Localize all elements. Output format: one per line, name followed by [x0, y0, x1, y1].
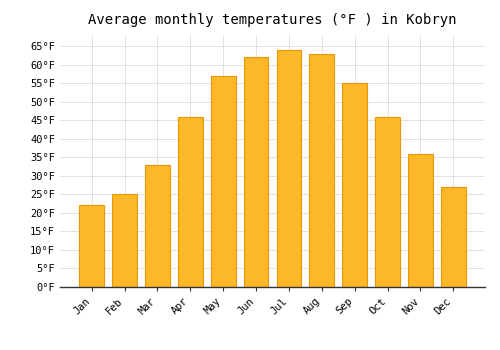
Bar: [441, 187, 466, 287]
Title: Average monthly temperatures (°F ) in Kobryn: Average monthly temperatures (°F ) in Ko…: [88, 13, 457, 27]
Bar: [80, 205, 104, 287]
Bar: [408, 154, 433, 287]
Bar: [310, 54, 334, 287]
Bar: [376, 117, 400, 287]
Bar: [276, 50, 301, 287]
Bar: [244, 57, 268, 287]
Bar: [145, 165, 170, 287]
Bar: [342, 83, 367, 287]
Bar: [112, 194, 137, 287]
Bar: [211, 76, 236, 287]
Bar: [178, 117, 203, 287]
